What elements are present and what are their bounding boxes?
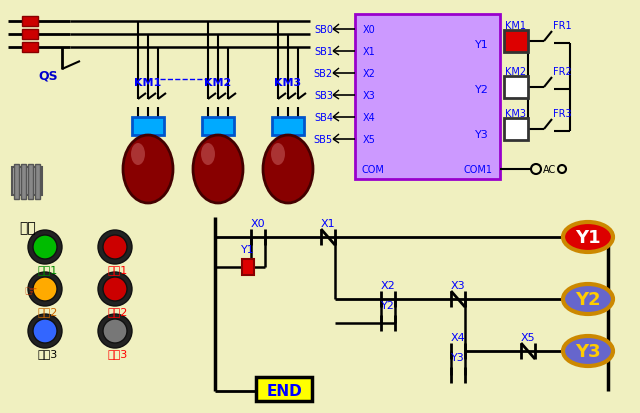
Text: X1: X1 <box>321 218 335 228</box>
Text: SB4: SB4 <box>314 113 333 123</box>
Text: END: END <box>266 384 302 399</box>
Text: KM1: KM1 <box>134 78 162 88</box>
Bar <box>504 31 528 53</box>
Ellipse shape <box>263 136 313 204</box>
Ellipse shape <box>103 235 127 259</box>
Ellipse shape <box>123 136 173 204</box>
Bar <box>504 119 528 141</box>
Bar <box>22 17 38 27</box>
Text: Y3: Y3 <box>475 130 489 140</box>
Text: X5: X5 <box>521 332 535 342</box>
Text: X2: X2 <box>381 280 396 290</box>
Text: 启动2: 启动2 <box>38 306 58 316</box>
Text: X4: X4 <box>363 113 376 123</box>
Text: FR1: FR1 <box>553 21 572 31</box>
Text: Y2: Y2 <box>475 85 489 95</box>
Ellipse shape <box>131 144 145 166</box>
Text: 启动3: 启动3 <box>38 348 58 358</box>
Ellipse shape <box>28 230 62 264</box>
Bar <box>21 165 26 199</box>
Ellipse shape <box>271 144 285 166</box>
Text: Y3: Y3 <box>451 352 465 362</box>
Text: 停止3: 停止3 <box>108 348 128 358</box>
Text: X1: X1 <box>363 47 376 57</box>
Text: SB2: SB2 <box>314 69 333 79</box>
Bar <box>28 165 33 199</box>
Text: Y2: Y2 <box>575 290 601 308</box>
Text: SB5: SB5 <box>314 135 333 145</box>
Text: KM2: KM2 <box>506 67 527 77</box>
Text: X2: X2 <box>363 69 376 79</box>
Ellipse shape <box>28 314 62 348</box>
Text: Y1: Y1 <box>575 228 601 247</box>
Text: X4: X4 <box>451 332 465 342</box>
Ellipse shape <box>33 235 57 259</box>
Text: COM: COM <box>362 165 385 175</box>
Ellipse shape <box>98 272 132 306</box>
Text: X3: X3 <box>451 280 465 290</box>
Text: Y2: Y2 <box>381 300 395 310</box>
Text: FR3: FR3 <box>553 109 572 119</box>
Ellipse shape <box>98 314 132 348</box>
Bar <box>14 165 19 199</box>
Text: 电源: 电源 <box>20 221 36 235</box>
Bar <box>22 43 38 53</box>
Text: Y3: Y3 <box>575 342 601 360</box>
Ellipse shape <box>201 144 215 166</box>
Text: X5: X5 <box>363 135 376 145</box>
Text: X3: X3 <box>363 91 376 101</box>
Text: SB3: SB3 <box>314 91 333 101</box>
Ellipse shape <box>563 284 613 314</box>
Ellipse shape <box>98 230 132 264</box>
Text: COM1: COM1 <box>463 165 493 175</box>
Bar <box>35 165 40 199</box>
Bar <box>12 168 42 195</box>
Text: 停止1: 停止1 <box>108 264 128 274</box>
Text: QS: QS <box>38 69 58 82</box>
Ellipse shape <box>563 336 613 366</box>
Text: Y1: Y1 <box>241 244 255 254</box>
Ellipse shape <box>33 277 57 301</box>
Bar <box>504 77 528 99</box>
Ellipse shape <box>33 319 57 343</box>
Text: X0: X0 <box>251 218 266 228</box>
Text: ☞: ☞ <box>23 284 37 299</box>
Text: Y1: Y1 <box>475 40 489 50</box>
Text: FR2: FR2 <box>552 67 572 77</box>
Ellipse shape <box>193 136 243 204</box>
Ellipse shape <box>103 277 127 301</box>
Bar <box>242 259 254 275</box>
Text: SB0: SB0 <box>314 25 333 35</box>
Text: X0: X0 <box>363 25 376 35</box>
Text: SB1: SB1 <box>314 47 333 57</box>
Bar <box>22 30 38 40</box>
Text: 停止2: 停止2 <box>108 306 128 316</box>
Text: KM3: KM3 <box>275 78 301 88</box>
Bar <box>355 15 500 180</box>
Ellipse shape <box>563 223 613 252</box>
Text: 启动1: 启动1 <box>38 264 58 274</box>
Ellipse shape <box>103 319 127 343</box>
Bar <box>132 118 164 136</box>
Text: AC: AC <box>543 165 557 175</box>
Bar <box>202 118 234 136</box>
Bar <box>256 377 312 401</box>
Text: KM2: KM2 <box>204 78 232 88</box>
Ellipse shape <box>28 272 62 306</box>
Text: KM1: KM1 <box>506 21 527 31</box>
Bar <box>272 118 304 136</box>
Text: KM3: KM3 <box>506 109 527 119</box>
